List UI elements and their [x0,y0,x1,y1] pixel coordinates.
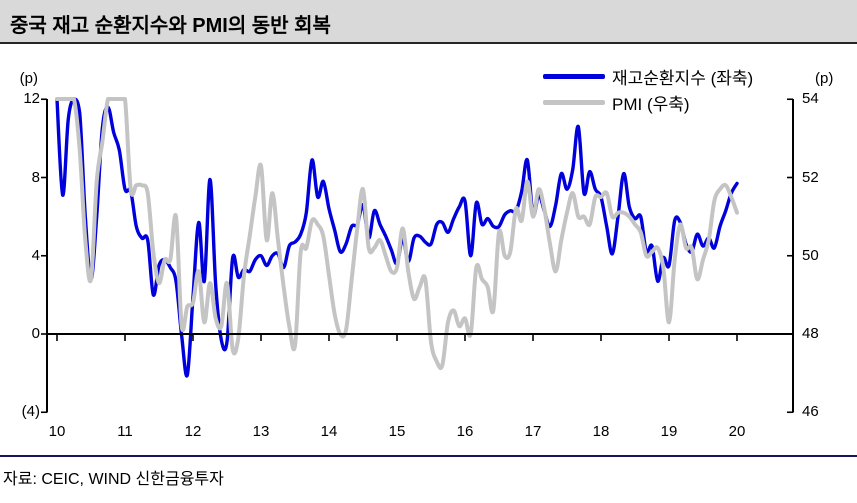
x-axis-tick-label: 10 [48,423,66,440]
right-axis-tick-label: 50 [802,246,819,264]
left-axis-tick-label: 12 [23,90,40,108]
x-axis-tick-label: 12 [184,423,202,440]
left-axis-unit-label: (p) [19,70,38,87]
right-axis-unit-label: (p) [815,70,834,87]
legend-item-inventory: 재고순환지수 (좌축) [543,63,753,89]
legend-item-pmi: PMI (우축) [543,89,753,115]
separator-line [0,455,857,457]
right-axis-tick-label: 54 [802,90,819,108]
pmi-line-swatch-icon [543,99,605,105]
pmi-series-line [55,97,739,370]
left-axis-tick-label: 8 [31,168,40,186]
x-axis-tick-label: 16 [456,423,474,440]
left-axis-tick-label: 4 [31,246,40,264]
x-axis-tick-label: 20 [728,423,746,440]
x-axis-tick-label: 11 [117,423,133,440]
legend: 재고순환지수 (좌축) PMI (우축) [543,63,753,115]
x-axis-tick-label: 14 [320,423,338,440]
right-axis-tick-label: 46 [802,403,819,421]
legend-label-inventory: 재고순환지수 (좌축) [612,68,754,88]
right-axis-tick-label: 48 [802,325,819,342]
left-axis-tick-label: 0 [31,325,40,342]
x-axis-tick-label: 18 [592,423,610,440]
source-text: 자료: CEIC, WIND 신한금융투자 [3,471,224,488]
legend-label-pmi: PMI (우축) [612,94,690,114]
x-axis-tick-label: 13 [252,423,270,440]
figure-title: 중국 재고 순환지수와 PMI의 동반 회복 [10,15,331,37]
title-bar: 중국 재고 순환지수와 PMI의 동반 회복 [0,0,857,44]
source-row: 자료: CEIC, WIND 신한금융투자 [3,465,853,489]
x-axis-tick-label: 15 [388,423,406,440]
inventory-line-swatch-icon [543,73,605,79]
left-axis-tick-label: (4) [21,403,40,421]
x-axis-tick-label: 19 [660,423,678,440]
right-axis-tick-label: 52 [802,168,819,186]
x-axis-tick-label: 17 [524,423,542,440]
